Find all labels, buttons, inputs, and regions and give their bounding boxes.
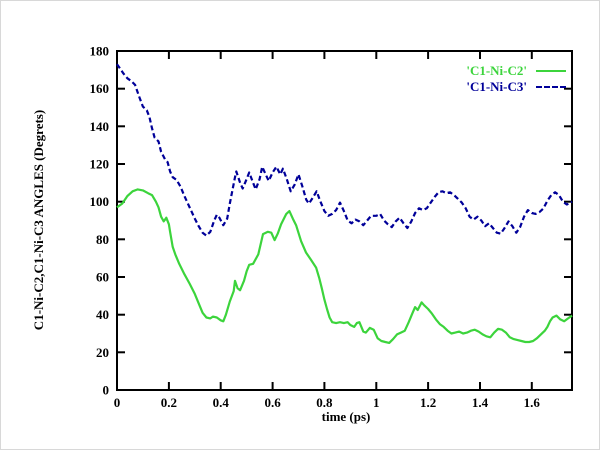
x-tick-label: 1.2 [420, 395, 436, 410]
y-tick-label: 120 [90, 157, 110, 172]
y-axis-label: C1-Ni-C2,C1-Ni-C3 ANGLES (Degrets) [31, 109, 46, 331]
x-tick-label: 0.4 [213, 395, 230, 410]
x-tick-label: 1 [373, 395, 380, 410]
y-tick-label: 40 [96, 307, 109, 322]
series-line-c1-ni-c2 [116, 188, 573, 344]
legend: 'C1-Ni-C2' 'C1-Ni-C3' [466, 63, 566, 95]
legend-entry-c1-ni-c3: 'C1-Ni-C3' [466, 79, 566, 95]
legend-entry-c1-ni-c2: 'C1-Ni-C2' [466, 63, 566, 79]
y-tick-label: 80 [96, 232, 109, 247]
y-tick-label: 140 [90, 119, 110, 134]
legend-solid-line-sample [536, 70, 566, 72]
y-tick-label: 100 [90, 194, 110, 209]
y-tick-label: 0 [103, 383, 110, 398]
x-tick-label: 0 [114, 395, 121, 410]
y-tick-label: 60 [96, 270, 109, 285]
plot-frame [116, 50, 573, 391]
x-tick-label: 0.6 [264, 395, 281, 410]
series-line-c1-ni-c3 [116, 63, 573, 237]
x-tick-label: 0.2 [161, 395, 177, 410]
x-tick-label: 0.8 [316, 395, 333, 410]
x-tick-label: 1.4 [472, 395, 489, 410]
y-tick-label: 160 [90, 81, 110, 96]
x-tick-label: 1.6 [524, 395, 541, 410]
legend-label-c1-ni-c3: 'C1-Ni-C3' [466, 79, 527, 94]
y-tick-label: 180 [90, 44, 110, 59]
legend-label-c1-ni-c2: 'C1-Ni-C2' [466, 63, 527, 78]
y-tick-label: 20 [96, 345, 109, 360]
legend-dashed-line-sample [536, 86, 566, 88]
x-axis-label: time (ps) [321, 409, 371, 424]
